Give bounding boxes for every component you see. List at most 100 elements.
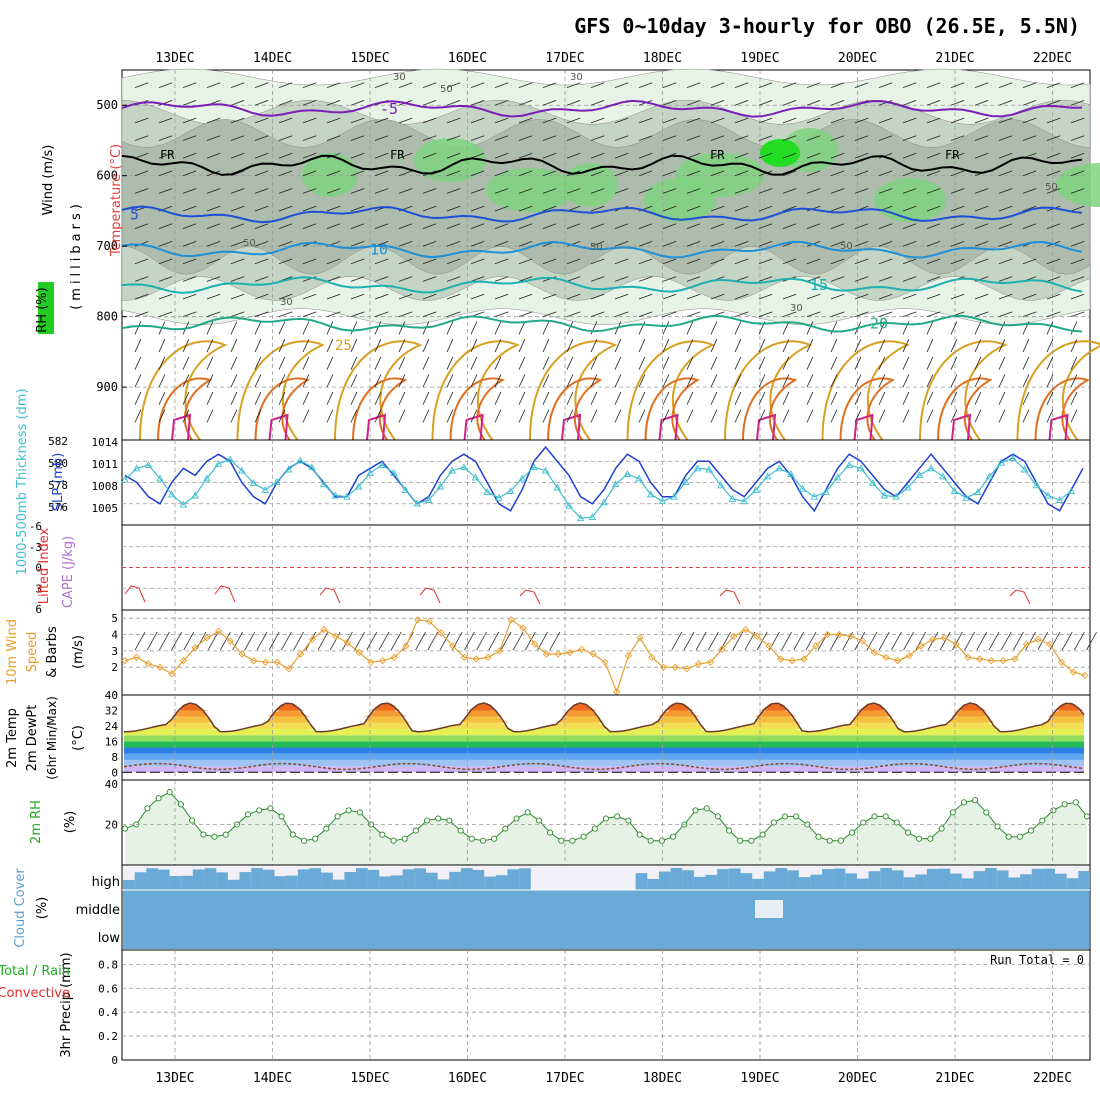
rh-point <box>390 837 397 844</box>
wind-barb <box>758 258 773 265</box>
thickness-point <box>518 474 526 482</box>
wind-barb <box>686 100 701 106</box>
wind-barb <box>590 135 605 141</box>
rh-point <box>423 817 431 824</box>
cloud-high-bar <box>1043 868 1055 890</box>
wind-barb <box>302 117 317 124</box>
wind-barb <box>686 205 701 212</box>
wind-barb <box>566 135 581 141</box>
wind-barb <box>998 374 1006 388</box>
wind-barb <box>974 321 982 335</box>
wind-speed-point <box>226 637 235 645</box>
thickness-point <box>167 490 176 498</box>
wind-speed-point <box>776 655 785 663</box>
wind-barb <box>782 205 797 212</box>
cloud-unit-label: (%) <box>35 897 50 920</box>
wind-barb <box>950 117 965 124</box>
wind-barb <box>614 188 629 194</box>
wind-barb <box>878 409 886 423</box>
rh-point <box>244 811 252 818</box>
wind-barb <box>230 241 245 247</box>
rh-point <box>714 813 721 820</box>
wind-barb <box>590 152 605 159</box>
wind10-barb <box>1061 631 1073 651</box>
wind-barb <box>542 321 550 335</box>
wind-barbs-axis-label: & Barbs <box>45 626 60 678</box>
wind-speed-point <box>964 653 972 662</box>
thickness-point <box>775 464 783 472</box>
precip-panel: 0.8 0.6 0.4 0.2 0 <box>98 949 1091 1067</box>
wind-barb <box>1070 258 1085 265</box>
wind-barb <box>734 258 749 265</box>
wind-barb <box>758 311 773 318</box>
isotherm-35-loop <box>268 413 289 441</box>
wind-speed-point <box>378 657 387 665</box>
cloud-high-bar <box>926 868 939 890</box>
rh-point <box>1005 833 1012 840</box>
rh-point <box>770 819 777 826</box>
wind-barb <box>926 391 934 405</box>
wind10-barb <box>378 631 390 651</box>
wind-barb <box>854 374 862 388</box>
wind-barb <box>806 82 821 88</box>
wind-barb <box>878 356 886 370</box>
wind-barb <box>542 293 557 300</box>
cloud-high-bar <box>740 873 753 890</box>
thickness-point <box>203 474 211 482</box>
wind-barb <box>1070 339 1078 353</box>
wind-barb <box>302 205 317 212</box>
wind-speed-point <box>800 655 808 663</box>
wind-barb <box>950 135 965 141</box>
wind-barb <box>638 82 653 88</box>
temp-band <box>124 735 1084 742</box>
wind-barb <box>638 276 653 282</box>
rh-point <box>121 825 129 832</box>
wind-speed-point <box>554 650 562 658</box>
wind-barb <box>734 223 749 229</box>
wind-barb <box>902 100 917 106</box>
thickness-point <box>565 501 573 509</box>
wind-barb <box>902 205 917 212</box>
thickness-point <box>471 473 480 481</box>
precip-axis-label: 3hr Precip (mm) <box>59 952 74 1057</box>
wind-barb <box>1022 258 1037 265</box>
wind-barb <box>590 409 598 423</box>
thickness-point <box>728 494 737 502</box>
wind-barb <box>206 241 221 247</box>
wind10-barb <box>939 631 951 651</box>
wind-speed-point <box>577 645 586 653</box>
rh-ticks: 40 20 <box>105 778 118 831</box>
rh-contour-label: 30 <box>570 72 583 83</box>
wind-barb <box>638 241 653 247</box>
wind-barb <box>782 374 790 388</box>
isotherm-25-loop <box>821 340 911 441</box>
wind-barb <box>326 293 341 300</box>
rh-point <box>412 827 419 834</box>
wind10-barb <box>256 631 268 651</box>
wind-barb <box>710 188 725 194</box>
wind-speed-point <box>589 650 597 658</box>
thickness-point <box>284 465 293 473</box>
wind10-barb <box>354 631 365 651</box>
rh-point <box>625 817 632 824</box>
wind-barb <box>950 223 965 229</box>
wind-barb <box>878 117 893 124</box>
cloud-high-label: high <box>92 875 120 890</box>
wind-barb <box>950 188 965 194</box>
wind-barb <box>278 293 293 300</box>
isotherm-25-loop <box>431 340 521 441</box>
precip-ticks: 0.8 0.6 0.4 0.2 0 <box>98 958 118 1067</box>
wind-speed-point <box>1034 635 1042 644</box>
wind-barb <box>278 258 293 265</box>
wind-speed-point <box>952 640 960 648</box>
wind10-barb <box>744 631 756 651</box>
wind-barb <box>638 135 653 141</box>
wind-barb <box>974 356 982 370</box>
wind-barb <box>206 223 221 229</box>
wind10-barb <box>171 631 182 651</box>
cloud-high-bar <box>903 877 916 890</box>
wind-speed-point <box>531 640 539 648</box>
wind-barb <box>686 82 701 88</box>
isotherm-30-loop <box>449 377 505 441</box>
wind10-barb <box>781 631 792 651</box>
